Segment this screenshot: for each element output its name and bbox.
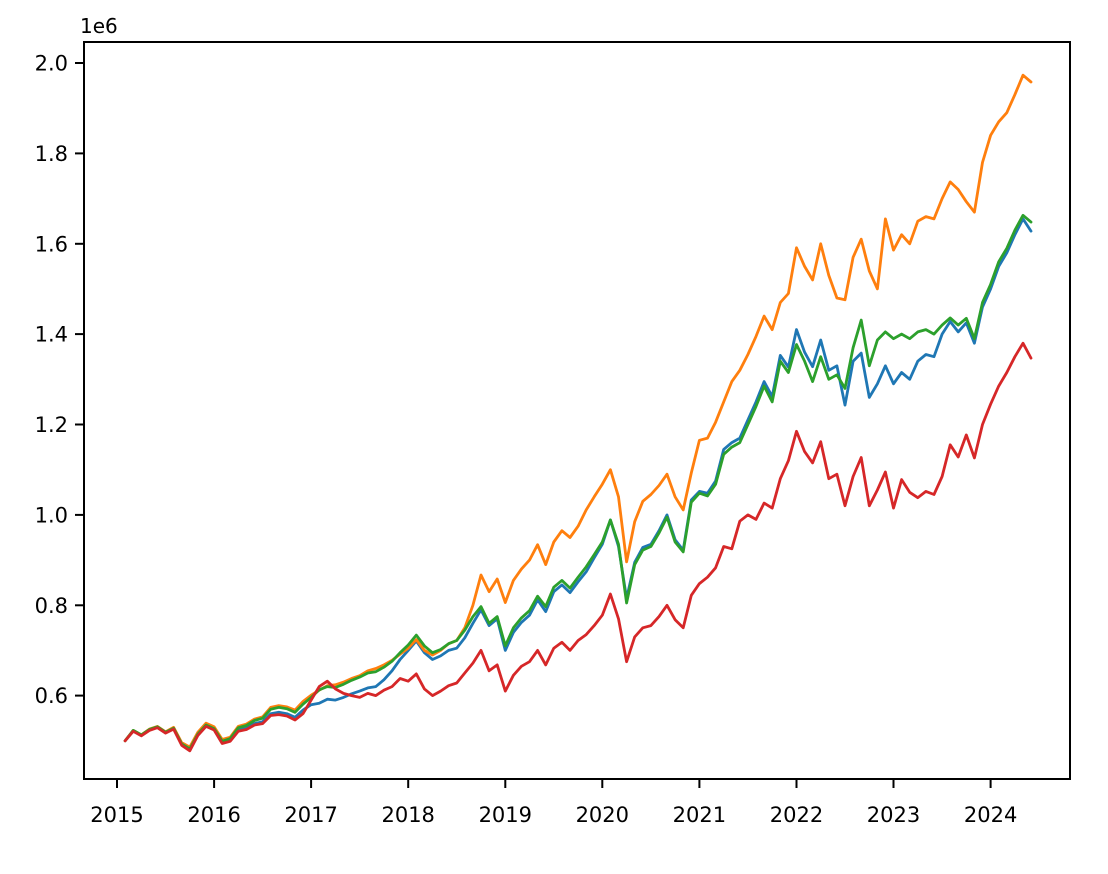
line-series-orange (123, 73, 1033, 749)
line-series-blue (123, 217, 1033, 752)
y-axis-offset-label: 1e6 (80, 14, 118, 38)
x-tick-label: 2017 (284, 803, 337, 827)
plot-border (83, 41, 1071, 780)
x-axis-ticks: 2015 2016 2017 2018 2019 2020 2021 2022 2023 2024 (90, 779, 1017, 827)
y-tick-label: 0.8 (35, 594, 68, 618)
y-tick-label: 1.8 (35, 142, 68, 166)
y-tick-label: 0.6 (35, 684, 68, 708)
x-tick-label: 2021 (673, 803, 726, 827)
line-series-green (123, 213, 1033, 751)
line-series-red (123, 341, 1033, 753)
y-tick-label: 1.6 (35, 232, 68, 256)
axes-spines (83, 41, 1071, 780)
x-tick-label: 2019 (479, 803, 532, 827)
x-tick-label: 2016 (187, 803, 240, 827)
x-tick-label: 2023 (867, 803, 920, 827)
x-tick-label: 2024 (964, 803, 1017, 827)
x-tick-label: 2020 (576, 803, 629, 827)
y-axis-ticks: 0.6 0.8 1.0 1.2 1.4 1.6 1.8 2.0 (35, 52, 84, 708)
x-tick-label: 2015 (90, 803, 143, 827)
line-series-group (123, 73, 1033, 753)
plot-area (84, 42, 1070, 779)
x-tick-label: 2018 (381, 803, 434, 827)
y-tick-label: 1.2 (35, 413, 68, 437)
y-tick-label: 1.4 (35, 323, 68, 347)
x-tick-label: 2022 (770, 803, 823, 827)
y-tick-label: 1.0 (35, 503, 68, 527)
y-tick-label: 2.0 (35, 52, 68, 76)
